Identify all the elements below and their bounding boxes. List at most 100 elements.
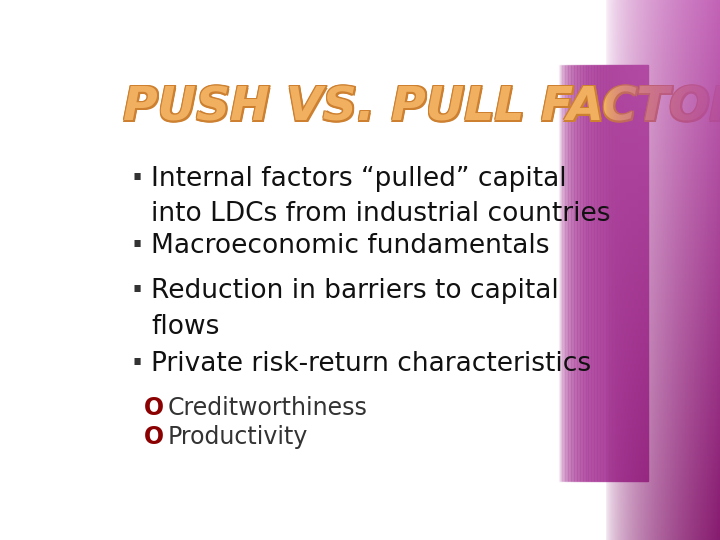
Bar	[609, 65, 610, 481]
Bar	[646, 65, 647, 481]
Text: ·: ·	[131, 274, 144, 308]
Bar	[591, 65, 592, 481]
Bar	[566, 65, 567, 481]
Bar	[586, 65, 587, 481]
Bar	[579, 65, 580, 481]
Bar	[610, 65, 611, 481]
Bar	[622, 65, 623, 481]
Bar	[577, 65, 578, 481]
Bar	[629, 65, 630, 481]
Bar	[640, 65, 641, 481]
Bar	[593, 65, 594, 481]
Text: Reduction in barriers to capital: Reduction in barriers to capital	[151, 279, 559, 305]
Text: ·: ·	[131, 228, 144, 262]
Bar	[617, 65, 618, 481]
Bar	[608, 65, 609, 481]
Bar	[645, 65, 646, 481]
Text: Internal factors “pulled” capital: Internal factors “pulled” capital	[151, 166, 567, 192]
Bar	[631, 65, 632, 481]
Bar	[607, 65, 608, 481]
Bar	[618, 65, 619, 481]
Bar	[620, 65, 621, 481]
Text: PUSH VS. PULL FACTORS: PUSH VS. PULL FACTORS	[125, 86, 720, 131]
Bar	[602, 65, 603, 481]
Bar	[601, 65, 602, 481]
Bar	[613, 65, 615, 481]
Bar	[619, 65, 620, 481]
Bar	[581, 65, 582, 481]
Bar	[587, 65, 588, 481]
Bar	[599, 65, 600, 481]
Bar	[588, 65, 589, 481]
Bar	[630, 65, 631, 481]
Bar	[559, 65, 560, 481]
Text: Macroeconomic fundamentals: Macroeconomic fundamentals	[151, 233, 550, 259]
Bar	[580, 65, 581, 481]
Bar	[600, 65, 601, 481]
Bar	[616, 65, 617, 481]
Text: PUSH VS. PULL FACTORS: PUSH VS. PULL FACTORS	[125, 85, 720, 130]
Bar	[624, 65, 625, 481]
Bar	[569, 65, 570, 481]
Bar	[603, 65, 604, 481]
Bar	[598, 65, 599, 481]
Text: Creditworthiness: Creditworthiness	[168, 396, 368, 420]
Bar	[596, 65, 597, 481]
Text: O: O	[144, 425, 164, 449]
Text: ·: ·	[131, 347, 144, 381]
Bar	[561, 65, 562, 481]
Text: PUSH VS. PULL FACTORS: PUSH VS. PULL FACTORS	[122, 87, 720, 132]
Bar	[570, 65, 571, 481]
Text: PUSH VS. PULL FACTORS: PUSH VS. PULL FACTORS	[122, 85, 720, 130]
Bar	[627, 65, 628, 481]
Bar	[621, 65, 622, 481]
Text: PUSH VS. PULL FACTORS: PUSH VS. PULL FACTORS	[122, 86, 720, 131]
Bar	[643, 65, 644, 481]
Bar	[572, 65, 573, 481]
Bar	[604, 65, 605, 481]
Text: into LDCs from industrial countries: into LDCs from industrial countries	[151, 201, 611, 227]
Bar	[565, 65, 566, 481]
Bar	[574, 65, 575, 481]
Bar	[590, 65, 591, 481]
Text: O: O	[144, 396, 164, 420]
Bar	[562, 65, 563, 481]
Bar	[623, 65, 624, 481]
Bar	[563, 65, 564, 481]
Bar	[639, 65, 640, 481]
Bar	[636, 65, 637, 481]
Bar	[628, 65, 629, 481]
Bar	[625, 65, 626, 481]
Bar	[568, 65, 569, 481]
Text: Productivity: Productivity	[168, 425, 308, 449]
Bar	[575, 65, 576, 481]
Text: ·: ·	[131, 162, 144, 196]
Bar	[647, 65, 648, 481]
Bar	[585, 65, 586, 481]
Text: Private risk-return characteristics: Private risk-return characteristics	[151, 351, 592, 377]
Bar	[611, 65, 612, 481]
Text: PUSH VS. PULL FACTORS: PUSH VS. PULL FACTORS	[124, 84, 720, 129]
Bar	[606, 65, 607, 481]
Bar	[612, 65, 613, 481]
Text: PUSH VS. PULL FACTORS: PUSH VS. PULL FACTORS	[125, 87, 720, 132]
Text: PUSH VS. PULL FACTORS: PUSH VS. PULL FACTORS	[124, 87, 720, 133]
Bar	[560, 65, 561, 481]
Text: flows: flows	[151, 314, 220, 340]
Bar	[589, 65, 590, 481]
Bar	[644, 65, 645, 481]
Bar	[642, 65, 643, 481]
Bar	[564, 65, 565, 481]
Bar	[584, 65, 585, 481]
Bar	[567, 65, 568, 481]
Bar	[626, 65, 627, 481]
Bar	[571, 65, 572, 481]
Bar	[576, 65, 577, 481]
Bar	[582, 65, 583, 481]
Bar	[637, 65, 638, 481]
Bar	[632, 65, 633, 481]
Bar	[595, 65, 596, 481]
Bar	[597, 65, 598, 481]
Bar	[615, 65, 616, 481]
Bar	[635, 65, 636, 481]
